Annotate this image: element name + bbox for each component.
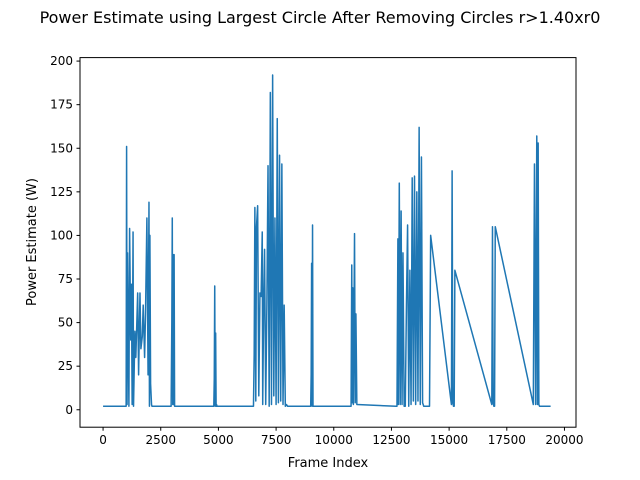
y-tick-label: 75 [58,272,73,286]
y-tick-label: 200 [50,54,73,68]
x-tick-label: 0 [99,433,107,447]
x-tick-label: 17500 [488,433,526,447]
x-tick-label: 2500 [145,433,176,447]
x-tick-label: 5000 [203,433,234,447]
x-axis: 0 2500 5000 7500 10000 12500 15000 17500 20000 [99,427,584,447]
plot-area [79,57,577,428]
x-axis-label: Frame Index [288,456,369,471]
x-tick-label: 10000 [315,433,353,447]
y-axis: 0 25 50 75 100 125 150 175 200 [50,54,80,417]
y-tick-label: 125 [50,185,73,199]
x-tick-label: 12500 [372,433,410,447]
chart-title: Power Estimate using Largest Circle Afte… [40,8,601,27]
y-tick-label: 175 [50,98,73,112]
y-tick-label: 25 [58,359,73,373]
y-tick-label: 150 [50,141,73,155]
y-tick-label: 100 [50,228,73,242]
y-tick-label: 0 [65,403,73,417]
y-axis-label: Power Estimate (W) [25,178,40,306]
x-tick-label: 15000 [430,433,468,447]
x-tick-label: 7500 [261,433,292,447]
y-tick-label: 50 [58,316,73,330]
data-series-line [103,74,551,408]
plot-frame [79,57,577,428]
x-tick-label: 20000 [545,433,583,447]
